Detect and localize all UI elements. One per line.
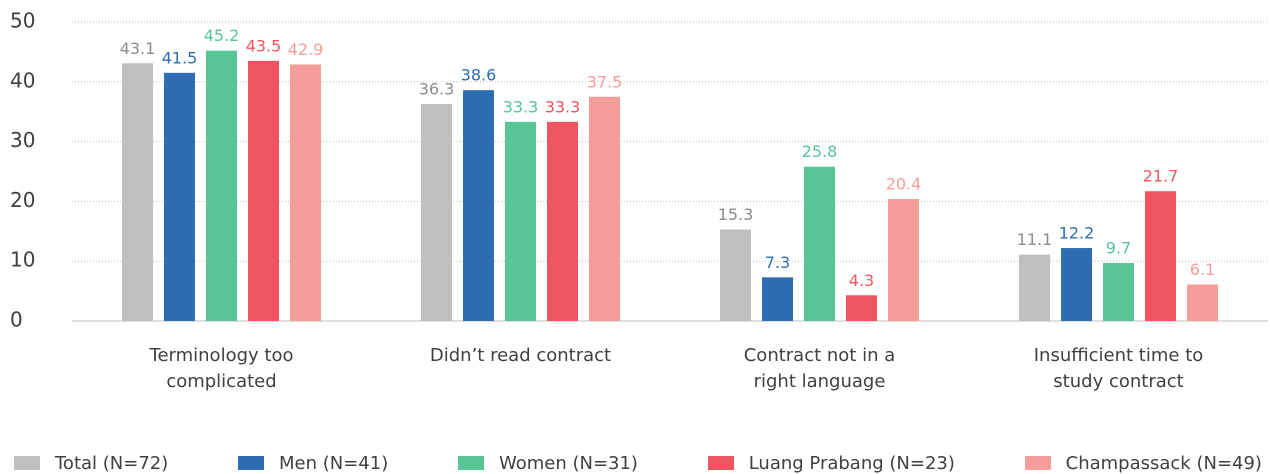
value-label: 21.7 [1143,167,1179,186]
value-label: 41.5 [162,48,198,67]
x-tick-label: Contract not in a right language [743,345,896,392]
bar [290,64,321,321]
legend-item: Luang Prabang (N=23) [707,452,955,474]
bar [248,60,279,322]
legend-swatch [1024,456,1051,470]
bar [846,295,877,321]
value-label: 43.1 [120,39,156,58]
bar [589,96,620,321]
value-label: 25.8 [802,142,838,161]
bar [206,50,237,321]
bar [505,121,536,321]
value-label: 33.3 [545,97,581,116]
value-label: 6.1 [1190,260,1215,279]
legend-item: Champassack (N=49) [1024,452,1262,474]
legend-item: Men (N=41) [238,453,388,474]
legend-label: Women (N=31) [498,452,638,474]
value-label: 9.7 [1106,238,1131,257]
legend-item: Women (N=31) [457,452,638,474]
value-label: 4.3 [849,271,874,290]
y-tick-label: 20 [10,188,35,212]
y-tick-label: 0 [10,308,23,332]
x-tick-label: Terminology too complicated [149,345,294,392]
legend-item: Total (N=72) [14,453,168,474]
value-label: 42.9 [288,40,324,59]
legend-swatch [238,456,264,470]
value-label: 7.3 [765,253,790,272]
bar [888,199,919,321]
value-label: 11.1 [1017,230,1053,249]
value-label: 15.3 [718,205,754,224]
bar [1145,191,1176,321]
x-tick-label: Insufficient time to study contract [1033,345,1204,392]
bar [720,229,751,321]
value-label: 33.3 [503,97,539,116]
x-tick-label: Didn’t read contract [429,345,612,366]
legend-label: Total (N=72) [55,452,169,474]
bar [421,103,452,322]
y-tick-label: 10 [10,248,35,272]
value-label: 36.3 [419,79,455,98]
legend: Total (N=72) Men (N=41) Women (N=31) Luang … [14,451,1262,474]
y-tick-label: 50 [10,9,35,33]
value-label: 12.2 [1059,224,1095,243]
legend-swatch [457,456,484,470]
bar [804,166,835,321]
bar [1187,284,1218,321]
bar [1019,254,1050,321]
value-label: 20.4 [886,175,922,194]
bar [547,121,578,321]
legend-swatch [14,456,40,470]
bar [122,63,153,322]
value-label: 45.2 [204,26,240,45]
bar [463,90,494,321]
value-label: 43.5 [246,36,282,55]
bar [762,277,793,321]
legend-label: Champassack (N=49) [1065,452,1262,474]
bar [1061,248,1092,321]
y-tick-label: 30 [10,128,35,152]
value-label: 38.6 [461,66,497,85]
legend-label: Men (N=41) [279,452,389,474]
legend-swatch [707,456,734,470]
value-label: 37.5 [587,72,623,91]
legend-label: Luang Prabang (N=23) [748,452,955,474]
y-tick-label: 40 [10,68,35,92]
bar [164,72,195,321]
bar [1103,262,1134,321]
